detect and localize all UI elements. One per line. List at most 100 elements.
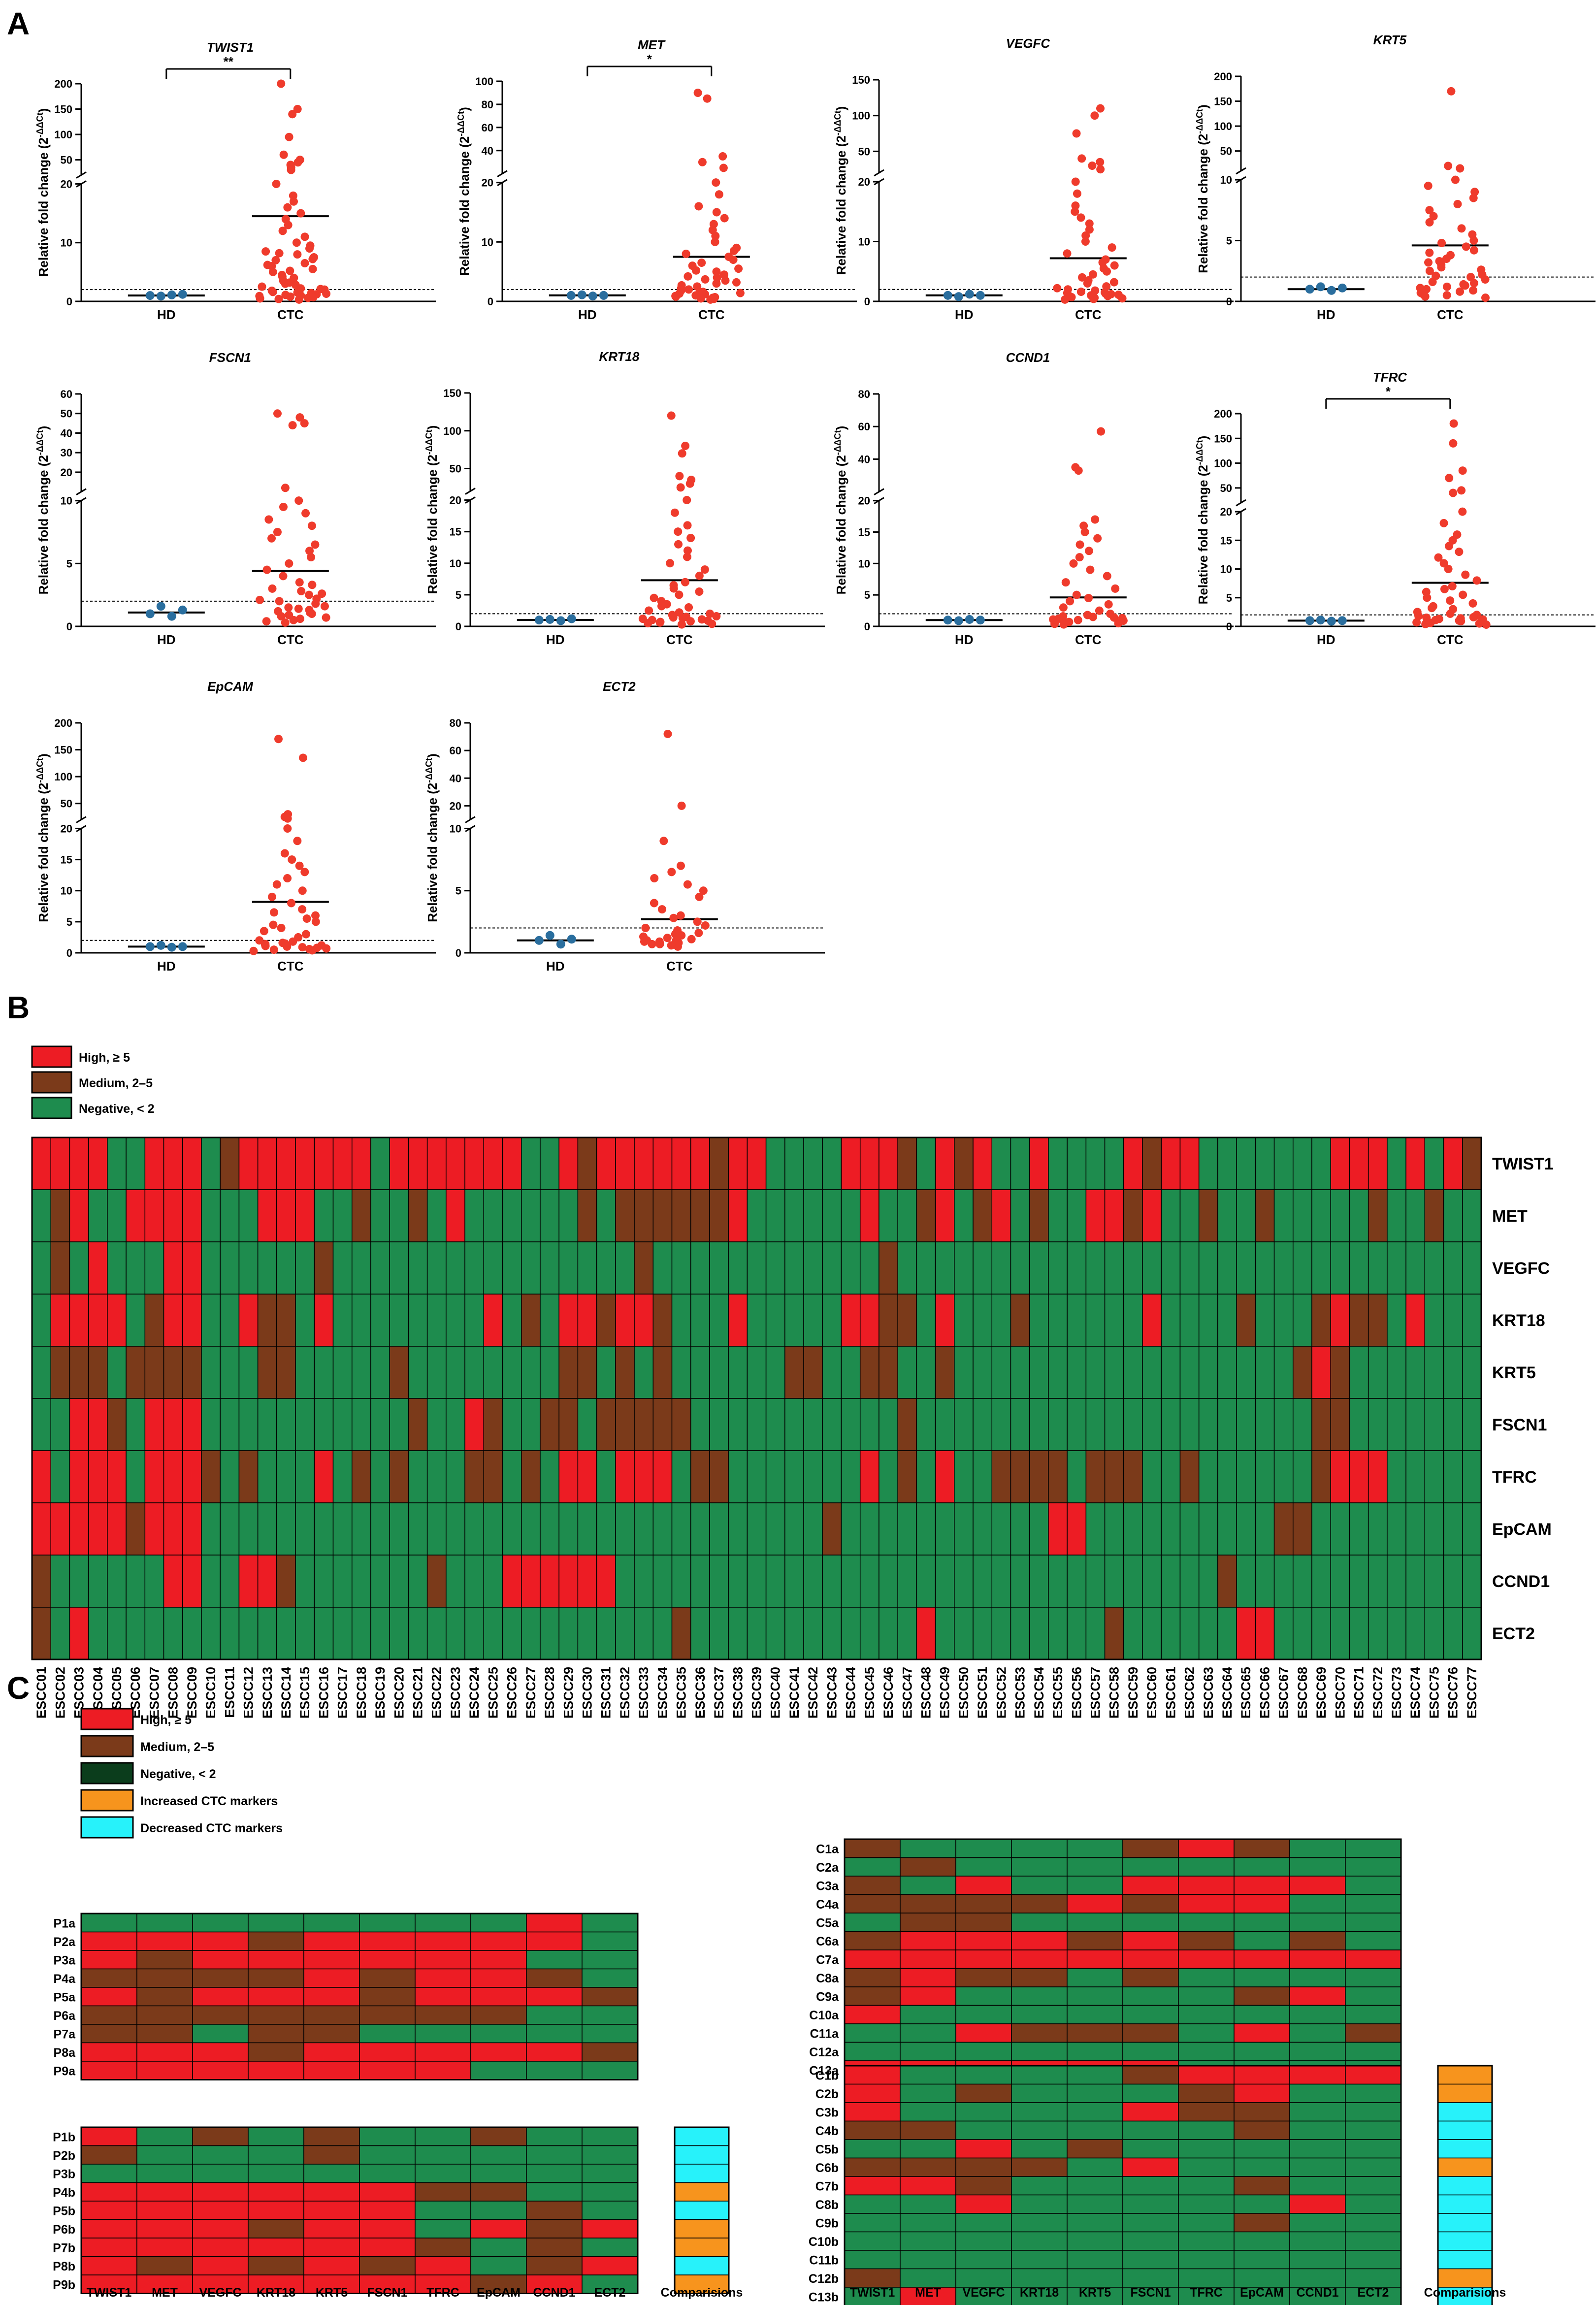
panel-c-column-label: KRT18 bbox=[1020, 2286, 1059, 2300]
panel-label-a: A bbox=[7, 6, 30, 41]
sample-row-label: C13a bbox=[809, 2064, 839, 2078]
heatmap-cell bbox=[1198, 1241, 1218, 1295]
heatmap-cell bbox=[615, 1137, 635, 1190]
y-tick-label: 5 bbox=[1226, 592, 1232, 604]
ctc-point bbox=[695, 587, 704, 596]
ctc-point bbox=[258, 282, 266, 291]
ctc-point bbox=[676, 483, 685, 492]
heatmap-column-label: ESCC40 bbox=[768, 1667, 783, 1719]
ctc-point bbox=[1421, 619, 1430, 628]
heatmap-cell bbox=[916, 1502, 936, 1556]
comparison-cell bbox=[1345, 2083, 1401, 2103]
heatmap-cell bbox=[1142, 1502, 1162, 1556]
heatmap-cell bbox=[897, 1450, 917, 1503]
heatmap-cell bbox=[615, 1450, 635, 1503]
heatmap-cell bbox=[1067, 1555, 1087, 1608]
comparison-cell bbox=[303, 2201, 360, 2220]
axis-break-mark bbox=[76, 488, 87, 495]
comparison-cell bbox=[844, 1894, 901, 1914]
heatmap-cell bbox=[1048, 1189, 1068, 1242]
heatmap-cell bbox=[747, 1137, 767, 1190]
comparison-cell bbox=[844, 1913, 901, 1932]
heatmap-cell bbox=[483, 1555, 503, 1608]
comparison-cell bbox=[1178, 1839, 1235, 1858]
ctc-point bbox=[1472, 576, 1481, 585]
heatmap-cell bbox=[897, 1241, 917, 1295]
heatmap-cell bbox=[126, 1607, 146, 1660]
comparison-cell bbox=[136, 1913, 193, 1933]
heatmap-cell bbox=[1443, 1502, 1463, 1556]
heatmap-column-label: ESCC73 bbox=[1389, 1667, 1404, 1719]
panel-c-column-label: EpCAM bbox=[1240, 2286, 1284, 2300]
heatmap-cell bbox=[276, 1502, 296, 1556]
comparison-cell bbox=[303, 2024, 360, 2044]
heatmap-cell bbox=[314, 1137, 334, 1190]
heatmap-cell bbox=[521, 1137, 541, 1190]
heatmap-cell bbox=[182, 1502, 202, 1556]
comparison-cell bbox=[1345, 2194, 1401, 2214]
hd-point bbox=[167, 290, 176, 299]
ctc-point bbox=[663, 934, 672, 942]
ctc-point bbox=[1469, 246, 1478, 255]
panel-c-column-label: CCND1 bbox=[533, 2286, 575, 2300]
ctc-point bbox=[301, 509, 310, 518]
ctc-point bbox=[1425, 218, 1434, 227]
heatmap-cell bbox=[314, 1346, 334, 1399]
heatmap-cell bbox=[50, 1189, 70, 1242]
x-category-ctc: CTC bbox=[1075, 307, 1102, 322]
comparison-cell bbox=[1122, 1876, 1179, 1895]
ctc-point bbox=[1416, 284, 1425, 292]
heatmap-cell bbox=[558, 1241, 579, 1295]
axis-break-mark bbox=[1236, 499, 1246, 507]
comparison-cell bbox=[1345, 2005, 1401, 2024]
comparison-cell bbox=[248, 2164, 304, 2183]
heatmap-cell bbox=[1048, 1398, 1068, 1451]
ctc-point bbox=[1412, 618, 1421, 627]
comparison-cell bbox=[1011, 2231, 1068, 2251]
heatmap-column-label: ESCC29 bbox=[561, 1667, 576, 1719]
ctc-point bbox=[288, 110, 297, 119]
hd-point bbox=[976, 616, 985, 625]
heatmap-cell bbox=[1462, 1555, 1482, 1608]
ctc-point bbox=[1449, 419, 1458, 428]
ctc-point bbox=[650, 899, 658, 908]
comparison-cell bbox=[1122, 2139, 1179, 2159]
heatmap-cell bbox=[50, 1241, 70, 1295]
ctc-point bbox=[684, 285, 693, 294]
ctc-point bbox=[305, 606, 314, 615]
comparison-cell bbox=[470, 2061, 527, 2080]
y-tick-label: 200 bbox=[54, 78, 72, 90]
comparison-cell bbox=[1234, 1894, 1290, 1914]
heatmap-cell bbox=[709, 1502, 729, 1556]
ctc-point bbox=[277, 612, 286, 621]
heatmap-cell bbox=[1368, 1450, 1388, 1503]
comparison-cell bbox=[1289, 2065, 1346, 2085]
heatmap-cell bbox=[464, 1555, 485, 1608]
heatmap-column-label: ESCC50 bbox=[956, 1667, 971, 1719]
comparison-cell bbox=[1067, 2176, 1123, 2196]
heatmap-cell bbox=[1123, 1450, 1143, 1503]
ctc-point bbox=[667, 868, 676, 877]
heatmap-column-label: ESCC69 bbox=[1314, 1667, 1329, 1719]
ctc-point bbox=[249, 946, 258, 955]
heatmap-cell bbox=[822, 1502, 842, 1556]
heatmap-cell bbox=[1161, 1346, 1181, 1399]
sample-row-label: C9a bbox=[816, 1990, 839, 2004]
ctc-point bbox=[318, 589, 326, 598]
heatmap-cell bbox=[446, 1189, 465, 1242]
comparison-cell bbox=[1289, 1949, 1346, 1969]
y-tick-label: 150 bbox=[852, 74, 870, 86]
heatmap-cell bbox=[1293, 1137, 1312, 1190]
comparison-cell bbox=[1122, 1949, 1179, 1969]
heatmap-cell bbox=[879, 1398, 898, 1451]
legend-c-label-medium: Medium, 2–5 bbox=[140, 1740, 214, 1754]
heatmap-cell bbox=[690, 1502, 710, 1556]
ctc-point bbox=[711, 237, 719, 246]
panel-c-column-label: FSCN1 bbox=[1131, 2286, 1171, 2300]
sample-row-label: C13b bbox=[809, 2291, 839, 2305]
heatmap-cell bbox=[163, 1555, 183, 1608]
ctc-point bbox=[1074, 616, 1082, 624]
ctc-point bbox=[1081, 237, 1090, 246]
ctc-point bbox=[683, 880, 692, 889]
